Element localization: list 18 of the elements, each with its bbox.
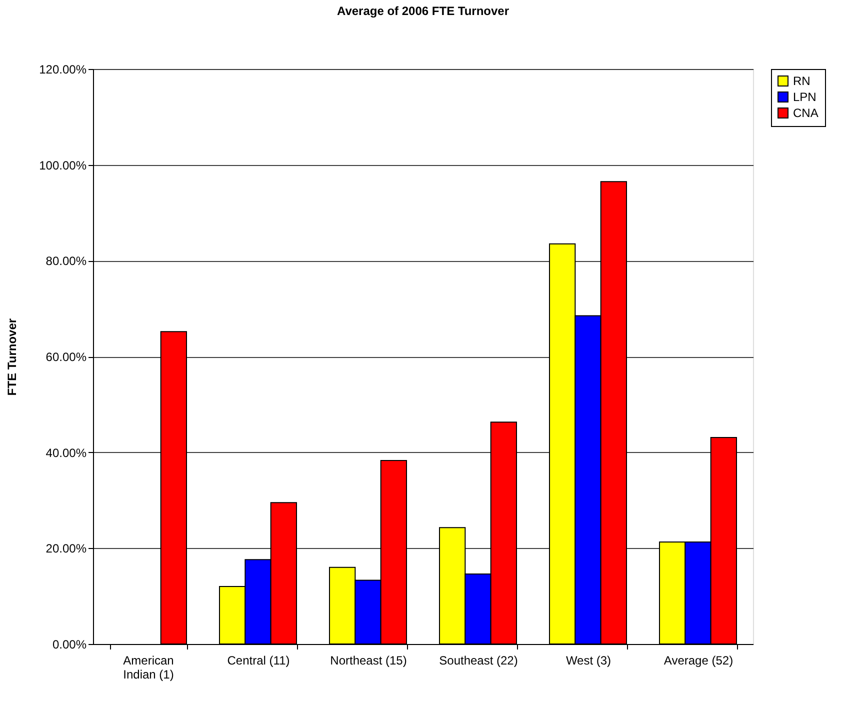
legend-label: RN [793, 74, 810, 88]
x-tick-label: Central (11) [227, 654, 290, 668]
x-tick-label: Average (52) [664, 654, 734, 668]
y-tick-label: 100.00% [39, 158, 87, 172]
x-tick-label: West (3) [566, 654, 612, 668]
y-tick-label: 40.00% [46, 446, 87, 460]
y-tick-label: 0.00% [52, 638, 87, 652]
y-tick-label: 120.00% [39, 62, 87, 76]
x-tick-label: Southeast (22) [439, 654, 518, 668]
y-tick-label: 60.00% [46, 350, 87, 364]
y-tick-label: 20.00% [46, 542, 87, 556]
legend-label: CNA [793, 106, 818, 120]
y-tick-label: 80.00% [46, 254, 87, 268]
x-tick-label: Northeast (15) [330, 654, 407, 668]
legend-label: LPN [793, 90, 816, 104]
chart-title: Average of 2006 FTE Turnover [336, 4, 510, 18]
y-axis-title: FTE Turnover [5, 318, 20, 396]
x-tick-label: American Indian (1) [123, 654, 174, 682]
